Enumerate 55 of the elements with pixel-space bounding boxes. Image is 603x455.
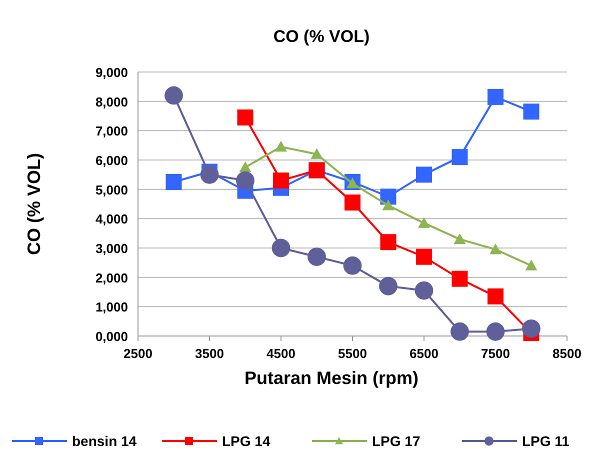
x-tick-label: 8500 bbox=[552, 346, 582, 361]
point bbox=[525, 260, 538, 270]
legend-label: LPG 14 bbox=[222, 433, 270, 449]
point bbox=[164, 86, 183, 105]
y-tick-label: 7,000 bbox=[95, 124, 128, 139]
legend-label: LPG 17 bbox=[372, 433, 420, 449]
point bbox=[452, 270, 468, 287]
point bbox=[488, 88, 504, 105]
x-tick-label: 4500 bbox=[266, 346, 296, 361]
point bbox=[416, 248, 432, 265]
y-tick-label: 2,000 bbox=[95, 270, 128, 286]
point bbox=[450, 322, 469, 341]
point bbox=[310, 148, 323, 159]
point bbox=[166, 174, 182, 190]
point bbox=[273, 172, 289, 189]
point bbox=[522, 319, 540, 338]
point bbox=[416, 166, 432, 183]
point bbox=[343, 256, 362, 275]
y-tick-label: 8,000 bbox=[95, 94, 128, 110]
point bbox=[490, 243, 502, 254]
point bbox=[275, 140, 287, 152]
x-axis-title: Putaran Mesin (rpm) bbox=[244, 368, 419, 388]
y-tick-label: 6,000 bbox=[95, 153, 128, 168]
point bbox=[452, 149, 468, 166]
point bbox=[308, 248, 326, 266]
y-tick-label: 0,000 bbox=[95, 329, 128, 344]
y-tick-label: 5,000 bbox=[95, 182, 128, 198]
point bbox=[382, 199, 394, 210]
point bbox=[200, 165, 219, 184]
y-tick-label: 9,000 bbox=[95, 65, 128, 80]
point bbox=[414, 281, 434, 300]
y-tick-label: 1,000 bbox=[95, 300, 128, 315]
x-tick-label: 6500 bbox=[410, 346, 438, 361]
x-tick-label: 3500 bbox=[195, 346, 224, 361]
chart-title: CO (% VOL) bbox=[273, 27, 370, 46]
point bbox=[237, 109, 254, 126]
point bbox=[454, 233, 466, 244]
point bbox=[380, 234, 396, 250]
legend-label: bensin 14 bbox=[72, 433, 137, 449]
point bbox=[486, 322, 505, 341]
x-tick-label: 7500 bbox=[481, 346, 510, 361]
point bbox=[344, 194, 360, 211]
point bbox=[239, 161, 252, 172]
y-axis-title: CO (% VOL) bbox=[24, 152, 44, 255]
point bbox=[379, 276, 398, 296]
x-tick-label: 2500 bbox=[124, 346, 152, 361]
point bbox=[236, 171, 254, 190]
point bbox=[418, 217, 430, 228]
x-tick-label: 5500 bbox=[338, 346, 367, 361]
y-tick-label: 3,000 bbox=[95, 241, 128, 256]
y-tick-label: 4,000 bbox=[95, 212, 128, 227]
point bbox=[488, 288, 504, 304]
point bbox=[523, 104, 540, 120]
point bbox=[272, 238, 290, 258]
legend-label: LPG 11 bbox=[522, 433, 570, 449]
